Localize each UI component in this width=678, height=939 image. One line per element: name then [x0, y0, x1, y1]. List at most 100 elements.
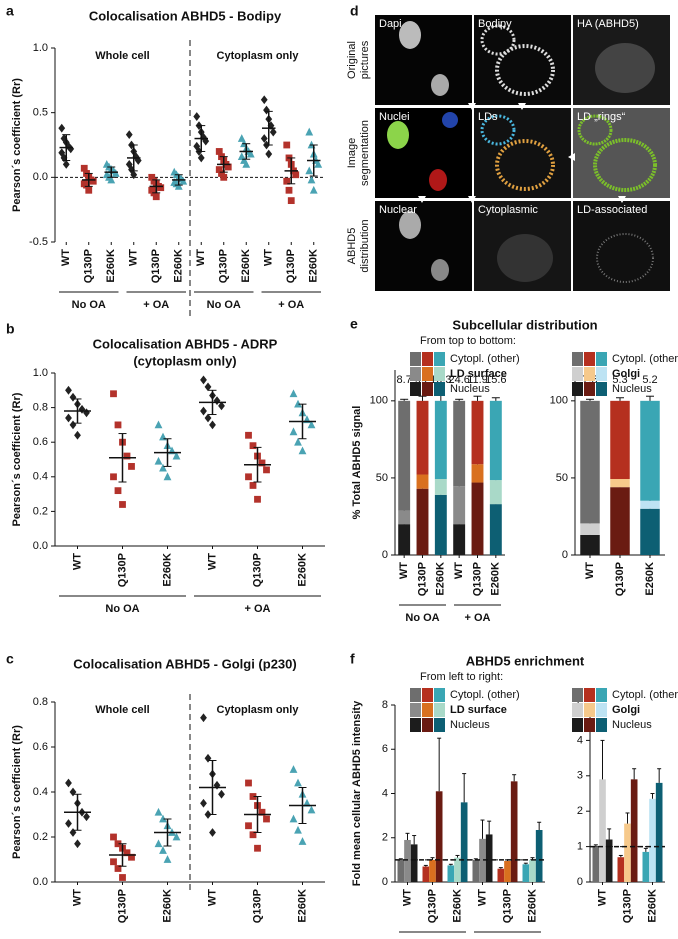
x-tick-label: E260K: [296, 553, 308, 587]
micrograph: [573, 201, 670, 291]
legend-swatch: [422, 352, 433, 366]
nucleus-segment: [442, 112, 458, 128]
bar: [617, 857, 625, 882]
bar-segment: [640, 400, 660, 501]
data-point: [249, 442, 257, 450]
legend-swatch: [572, 688, 583, 702]
legend-swatch: [584, 367, 595, 381]
x-tick-label: E260K: [646, 889, 658, 923]
data-point: [245, 431, 252, 439]
panel-label: f: [350, 651, 355, 667]
x-tick-label: WT: [71, 889, 83, 906]
y-tick-label: 0: [562, 549, 568, 561]
legend-swatch: [584, 382, 595, 396]
legend-swatch: [410, 352, 421, 366]
legend-label: Cytopl. (other): [612, 689, 678, 701]
data-point: [305, 127, 314, 136]
bar: [422, 866, 430, 882]
data-point: [69, 787, 77, 797]
chart-title: Subcellular distribution: [452, 317, 597, 332]
data-point: [110, 473, 117, 481]
data-point: [69, 392, 77, 402]
data-point: [245, 822, 252, 830]
image-label: Nuclei: [379, 111, 410, 123]
x-tick-label: Q130P: [471, 562, 483, 596]
x-tick-label: Q130P: [251, 889, 263, 923]
bar-segment: [416, 400, 429, 475]
x-tick-label: E260K: [296, 889, 308, 923]
group-label: No OA: [72, 299, 106, 311]
y-tick-label: 1.0: [33, 367, 48, 379]
y-axis-label: Fold mean cellular ABHD5 intensity: [351, 700, 363, 886]
data-point: [128, 463, 135, 470]
x-tick-label: Q130P: [251, 553, 263, 587]
bar-segment: [471, 482, 484, 555]
y-axis-label: % Total ABHD5 signal: [351, 406, 363, 520]
data-point: [263, 466, 270, 474]
row-label: ABHD5: [346, 228, 358, 265]
data-point: [294, 399, 302, 408]
data-point: [260, 95, 268, 105]
data-point: [263, 815, 270, 823]
data-point: [179, 176, 188, 185]
legend-swatch: [584, 352, 595, 366]
legend-label: Cytopl. (other): [450, 353, 520, 365]
legend-swatch: [434, 703, 445, 717]
y-tick-label: -0.5: [29, 236, 48, 248]
x-tick-label: E260K: [451, 889, 463, 923]
data-point: [269, 127, 277, 137]
y-tick-label: 0.4: [33, 786, 48, 798]
value-label: 8.7: [397, 374, 412, 386]
data-point: [74, 430, 81, 440]
panel-label: c: [6, 651, 14, 667]
y-tick-label: 0: [577, 876, 583, 888]
section-label: Cytoplasm only: [217, 50, 300, 62]
bar: [599, 779, 606, 882]
x-tick-label: E260K: [308, 249, 320, 283]
bar: [592, 846, 600, 882]
data-point: [197, 153, 205, 163]
data-point: [245, 473, 252, 481]
legend-swatch: [596, 352, 607, 366]
x-tick-label: E260K: [490, 562, 502, 596]
data-point: [289, 389, 298, 398]
arrow: [468, 103, 476, 110]
data-point: [289, 427, 298, 436]
chart-title: Colocalisation ABHD5 - ADRP: [93, 336, 278, 351]
legend-label: Nucleus: [612, 719, 652, 731]
bar: [497, 868, 505, 882]
y-axis-label: Pearson´s coefficient (Rr): [11, 78, 23, 212]
bar-segment: [398, 400, 411, 511]
bar-segment: [471, 400, 484, 465]
data-point: [159, 814, 167, 823]
data-point: [172, 832, 181, 841]
value-label: 15.6: [485, 374, 506, 386]
x-tick-label: WT: [584, 562, 596, 579]
bar: [522, 864, 530, 882]
legend-swatch: [422, 382, 433, 396]
bar-segment: [416, 488, 429, 555]
group-label: No OA: [105, 603, 139, 615]
bar: [454, 857, 461, 882]
legend-swatch: [584, 703, 595, 717]
data-point: [58, 148, 66, 158]
legend-label: Nucleus: [612, 383, 652, 395]
legend-swatch: [596, 688, 607, 702]
data-point: [163, 472, 172, 481]
data-point: [204, 753, 212, 763]
y-tick-label: 4: [382, 787, 388, 799]
bar-segment: [398, 524, 411, 555]
image-label: Cytoplasmic: [478, 204, 538, 216]
data-point: [249, 482, 257, 489]
bar-segment: [453, 400, 466, 487]
legend-swatch: [434, 718, 445, 732]
legend-swatch: [422, 367, 433, 381]
y-tick-label: 0.6: [33, 741, 48, 753]
value-label: 5.3: [612, 374, 627, 386]
data-point: [298, 446, 307, 455]
micrograph: [375, 15, 472, 105]
bar-segment: [398, 510, 411, 525]
micrograph: [375, 201, 472, 291]
data-point: [65, 778, 72, 788]
data-point: [200, 375, 207, 385]
